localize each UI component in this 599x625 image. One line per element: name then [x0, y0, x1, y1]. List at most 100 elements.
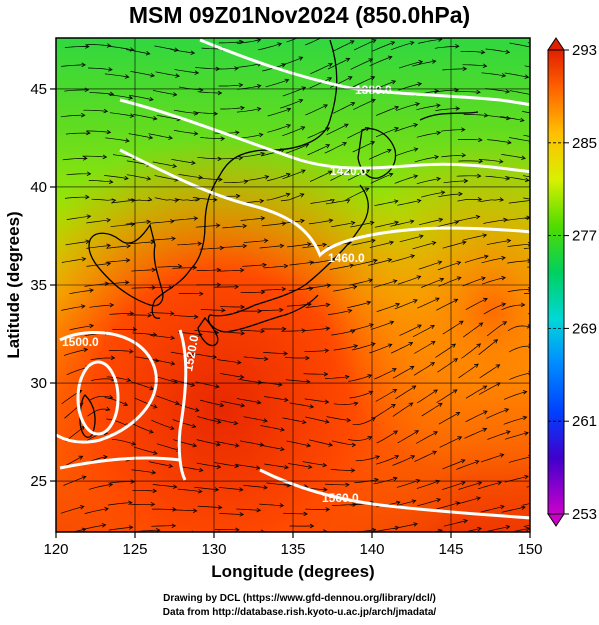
streamline-arrow — [128, 500, 133, 506]
streamline — [329, 264, 354, 270]
streamline — [243, 484, 268, 489]
streamline-arrow — [282, 326, 287, 332]
streamline — [219, 513, 244, 515]
streamline — [456, 91, 481, 93]
streamline — [64, 349, 88, 356]
streamline — [354, 479, 379, 484]
streamline-arrow — [106, 129, 112, 135]
streamline — [154, 45, 179, 51]
streamline-arrow — [284, 464, 289, 470]
streamline-arrow — [86, 214, 92, 219]
streamline — [106, 376, 131, 382]
streamline-arrow — [259, 198, 265, 204]
streamline-arrow — [309, 260, 315, 265]
streamline-arrow — [370, 342, 376, 347]
streamline-arrow — [477, 526, 482, 532]
streamline-arrow — [256, 107, 262, 112]
streamline — [399, 324, 422, 336]
streamline — [237, 63, 262, 68]
streamline — [374, 368, 397, 380]
streamline — [197, 91, 222, 94]
streamline — [374, 404, 396, 418]
streamline — [376, 303, 400, 313]
streamline-arrow — [86, 171, 92, 176]
streamline — [105, 137, 130, 142]
streamline-arrow — [345, 199, 351, 204]
streamline-arrow — [81, 112, 86, 118]
streamline-arrow — [368, 58, 374, 63]
streamline-arrow — [240, 105, 245, 111]
streamline-arrow — [124, 175, 129, 181]
streamline-arrow — [437, 260, 443, 265]
streamline — [507, 260, 530, 264]
streamline — [104, 175, 129, 179]
streamline-arrow — [263, 485, 268, 490]
streamline-arrow — [544, 521, 548, 525]
streamline — [324, 483, 349, 486]
streamline — [257, 381, 282, 386]
streamline — [111, 439, 136, 445]
streamline-arrow — [392, 388, 398, 394]
streamline — [175, 403, 199, 412]
streamline-arrow — [126, 377, 132, 382]
streamline — [305, 327, 330, 331]
streamline — [171, 378, 195, 386]
streamline — [149, 220, 174, 224]
contour-label-1520: 1520.0 — [181, 334, 201, 373]
streamline-arrow — [474, 460, 480, 465]
streamline-arrow — [452, 389, 458, 394]
streamline — [333, 345, 358, 351]
streamline — [126, 221, 151, 225]
streamline-arrow — [394, 105, 400, 110]
streamline-arrow — [152, 488, 158, 494]
streamline-arrow — [437, 402, 443, 407]
streamline — [239, 134, 263, 139]
streamline — [265, 79, 289, 88]
streamline-arrow — [520, 302, 526, 307]
streamline-arrow — [283, 351, 289, 356]
streamline — [438, 412, 460, 425]
streamline — [437, 261, 461, 271]
streamline — [353, 99, 376, 110]
streamline — [480, 454, 504, 463]
streamline-arrow — [283, 263, 289, 269]
colorbar-ramp — [547, 49, 565, 515]
streamline — [463, 527, 482, 532]
streamline-arrow — [324, 348, 330, 353]
streamline-arrow — [148, 135, 154, 140]
streamline — [86, 263, 111, 267]
streamline-arrow — [458, 191, 463, 197]
streamline — [65, 240, 90, 246]
streamline — [333, 286, 357, 292]
streamline — [264, 463, 289, 468]
streamline — [309, 170, 332, 182]
streamline-arrow — [123, 401, 129, 406]
streamline-arrow — [83, 156, 88, 161]
streamline — [135, 356, 159, 362]
streamline-arrow — [501, 255, 506, 261]
streamline — [391, 255, 415, 263]
streamline — [399, 235, 424, 243]
streamline — [195, 224, 220, 228]
streamline — [173, 439, 197, 447]
streamline — [104, 73, 129, 78]
streamline — [82, 524, 106, 530]
streamline-arrow — [371, 417, 376, 422]
streamline-arrow — [279, 307, 284, 313]
streamline — [523, 524, 530, 527]
wind-streamlines — [60, 38, 548, 532]
streamline-arrow — [432, 450, 438, 455]
streamline-arrow — [522, 415, 528, 421]
streamline — [90, 357, 115, 361]
colorbar-top-arrow — [547, 37, 565, 51]
streamline-arrow — [216, 464, 222, 469]
streamline-arrow — [172, 507, 177, 512]
streamline-arrow — [526, 215, 530, 221]
streamline-arrow — [256, 38, 262, 43]
streamline-arrow — [505, 89, 511, 94]
streamline — [178, 173, 203, 179]
streamline — [479, 364, 500, 379]
streamline-arrow — [86, 130, 91, 136]
streamline — [369, 56, 392, 67]
streamline — [282, 126, 305, 137]
